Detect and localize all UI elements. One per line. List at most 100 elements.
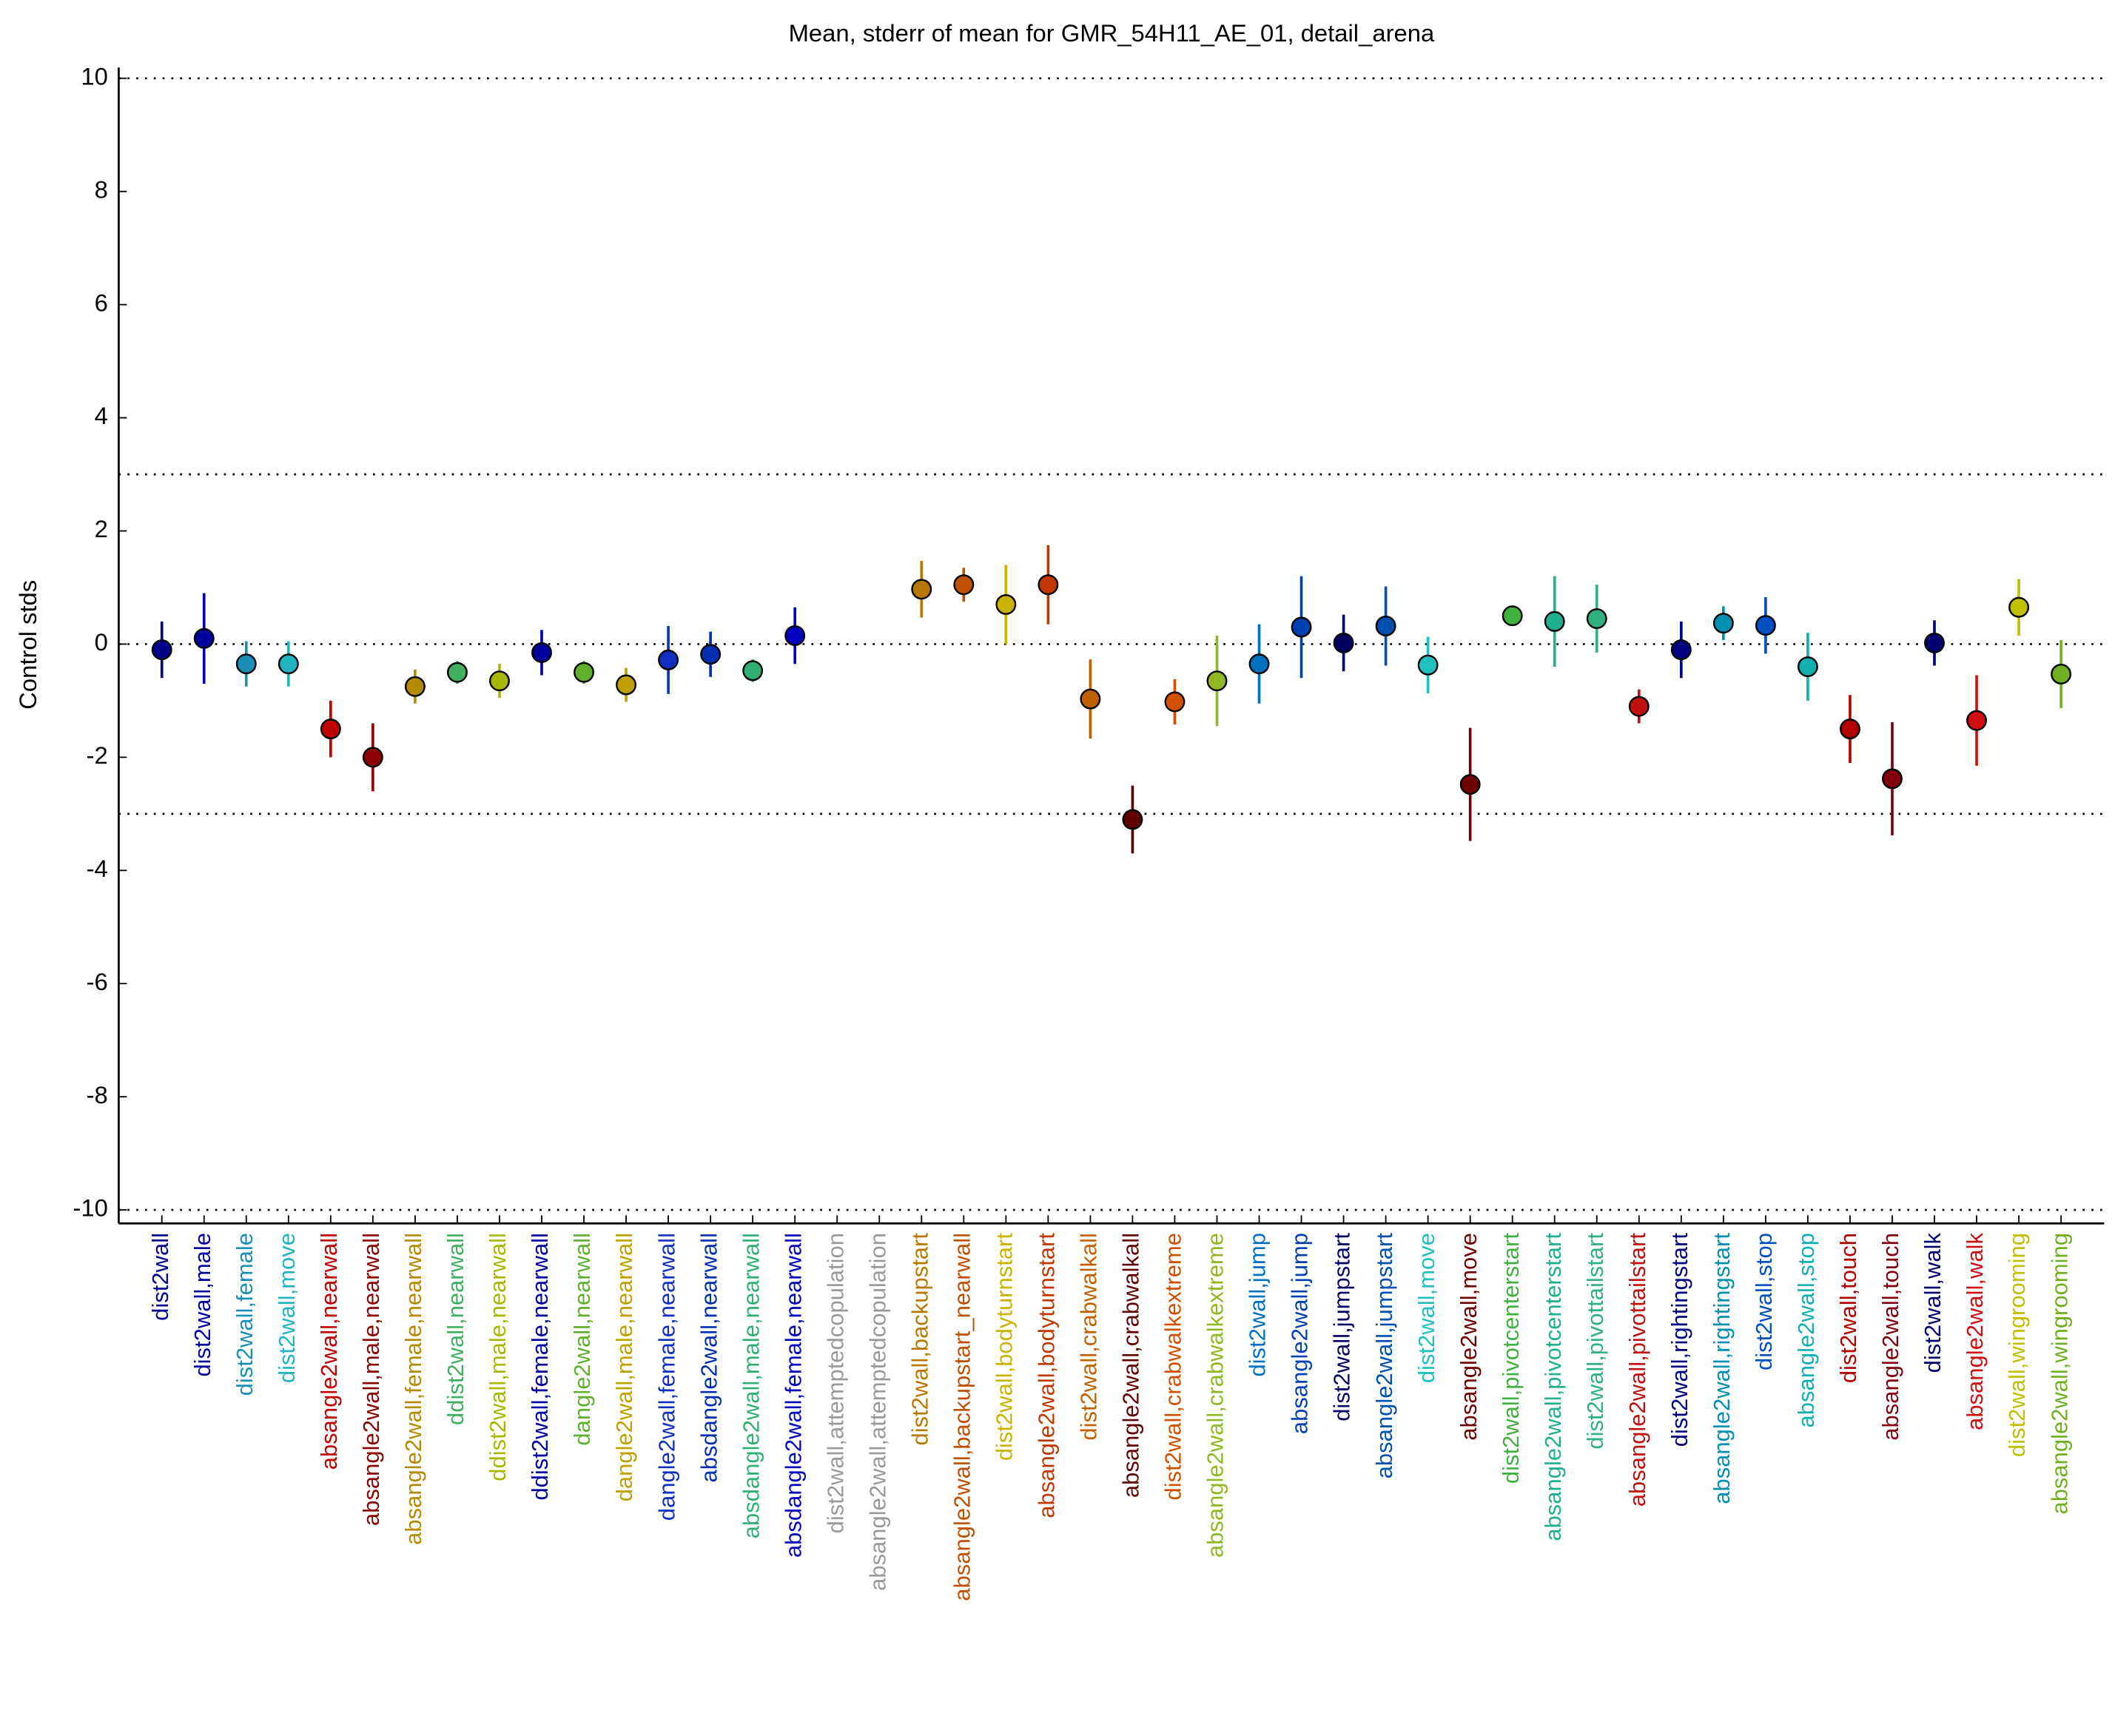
mean-marker [531,642,552,663]
mean-marker [1628,696,1650,717]
x-tick-label: dist2wall,bodyturnstart [992,1233,1018,1461]
y-tick-label: -2 [87,741,108,769]
mean-marker [1164,691,1186,713]
mean-marker [320,719,341,740]
x-tick-label: dist2wall,stop [1751,1233,1777,1370]
x-tick-label: dist2wall [147,1233,173,1321]
mean-marker [1712,613,1734,634]
mean-marker [1080,688,1101,710]
mean-marker [1459,774,1481,795]
mean-marker [278,653,299,675]
mean-marker [1670,639,1692,661]
x-tick-label: absangle2wall,touch [1877,1233,1903,1441]
mean-marker [446,662,468,683]
mean-marker [1038,574,1059,596]
x-tick-label: absangle2wall,male,nearwall [358,1233,384,1526]
x-tick-label: absangle2wall,bodyturnstart [1034,1233,1060,1518]
x-tick-label: dist2wall,crabwalkall [1076,1233,1102,1441]
x-tick-label: ddist2wall,nearwall [443,1233,468,1425]
mean-marker [1544,610,1565,632]
y-tick-label: -4 [87,855,108,882]
x-tick-label: dist2wall,touch [1835,1233,1861,1383]
x-tick-label: absangle2wall,pivotcenterstart [1540,1233,1566,1541]
mean-marker [911,579,932,600]
mean-marker [1502,605,1523,627]
x-tick-label: absangle2wall,walk [1962,1233,1988,1430]
x-tick-label: dist2wall,backupstart [907,1233,932,1446]
mean-marker [574,662,594,683]
mean-marker [658,649,679,670]
x-tick-label: dist2wall,attemptedcopulation [822,1233,848,1533]
mean-marker [235,653,257,675]
x-tick-label: absangle2wall,jump [1287,1233,1313,1434]
mean-marker [1586,608,1607,629]
y-tick-label: -8 [87,1081,108,1108]
x-tick-label: absangle2wall,nearwall [316,1233,342,1470]
chart-title: Mean, stderr of mean for GMR_54H11_AE_01… [789,19,1435,47]
x-tick-label: dist2wall,rightingstart [1667,1233,1692,1447]
x-tick-label: dist2wall,jumpstart [1329,1233,1355,1422]
mean-marker [616,674,637,696]
mean-marker [1417,654,1439,676]
mean-marker [193,628,215,649]
y-tick-label: 2 [95,515,108,542]
mean-marker [1797,656,1818,677]
x-tick-label: dist2wall,move [1413,1233,1439,1383]
x-tick-label: dist2wall,jump [1245,1233,1271,1377]
mean-marker [489,670,510,692]
x-tick-label: absangle2wall,wingrooming [2046,1233,2072,1514]
x-tick-label: dist2wall,walk [1920,1233,1946,1373]
mean-marker [1375,616,1396,636]
x-tick-label: dist2wall,wingrooming [2004,1233,2030,1457]
x-tick-label: absdangle2wall,nearwall [696,1233,722,1482]
mean-marker [1839,719,1860,740]
mean-marker [1966,710,1987,731]
mean-marker [953,574,975,596]
x-tick-label: absangle2wall,crabwalkall [1118,1233,1144,1498]
mean-marker [404,676,426,697]
mean-marker [1333,632,1354,653]
x-tick-label: dist2wall,pivottailstart [1582,1233,1608,1450]
y-tick-label: 10 [81,62,107,90]
x-tick-label: dist2wall,male [189,1233,215,1377]
y-axis-label: Control stds [14,580,41,710]
x-tick-label: dist2wall,pivotcenterstart [1498,1233,1524,1484]
x-tick-label: dist2wall,move [274,1233,300,1383]
x-tick-label: dangle2wall,nearwall [569,1233,595,1446]
x-tick-label: dist2wall,crabwalkextreme [1160,1233,1186,1500]
mean-marker [1206,670,1228,692]
x-tick-label: absdangle2wall,female,nearwall [780,1233,806,1558]
x-tick-label: absangle2wall,pivottailstart [1624,1233,1650,1507]
y-tick-label: -6 [87,968,108,995]
mean-marker [1122,809,1143,830]
mean-marker [995,593,1017,615]
mean-marker [2051,664,2072,684]
mean-marker [700,644,722,665]
y-tick-label: -10 [73,1194,107,1222]
x-tick-label: absangle2wall,rightingstart [1709,1233,1735,1504]
mean-marker [362,747,383,768]
mean-marker [1924,632,1945,653]
mean-marker [2008,596,2030,618]
x-tick-label: absangle2wall,crabwalkextreme [1203,1233,1228,1558]
x-tick-label: dist2wall,female [232,1233,258,1396]
mean-marker [784,625,806,646]
mean-marker [1882,768,1903,790]
x-tick-label: absangle2wall,stop [1793,1233,1819,1427]
y-tick-label: 0 [95,628,108,656]
x-tick-label: ddist2wall,female,nearwall [527,1233,553,1500]
mean-marker [1755,615,1776,636]
x-tick-label: absangle2wall,backupstart_nearwall [949,1233,975,1601]
x-tick-label: absangle2wall,jumpstart [1371,1233,1397,1479]
mean-marker [742,660,764,682]
mean-marker [1291,616,1312,638]
y-tick-label: 4 [95,402,108,429]
mean-marker [151,639,172,661]
y-tick-label: 8 [95,175,108,203]
x-tick-label: absangle2wall,female,nearwall [400,1233,426,1545]
x-tick-label: absangle2wall,move [1456,1233,1482,1441]
x-tick-label: dangle2wall,female,nearwall [653,1233,679,1521]
x-tick-label: absangle2wall,attemptedcopulation [864,1233,890,1591]
y-tick-label: 6 [95,289,108,316]
